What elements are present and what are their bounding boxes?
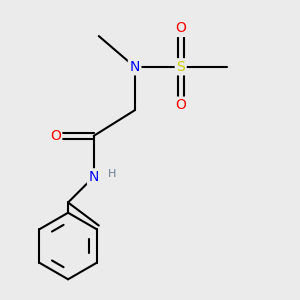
Text: O: O: [175, 21, 186, 35]
Text: S: S: [176, 60, 185, 74]
Text: O: O: [50, 129, 61, 143]
Text: N: N: [130, 60, 140, 74]
Text: N: N: [88, 170, 99, 184]
Text: O: O: [175, 98, 186, 112]
Text: H: H: [107, 169, 116, 179]
